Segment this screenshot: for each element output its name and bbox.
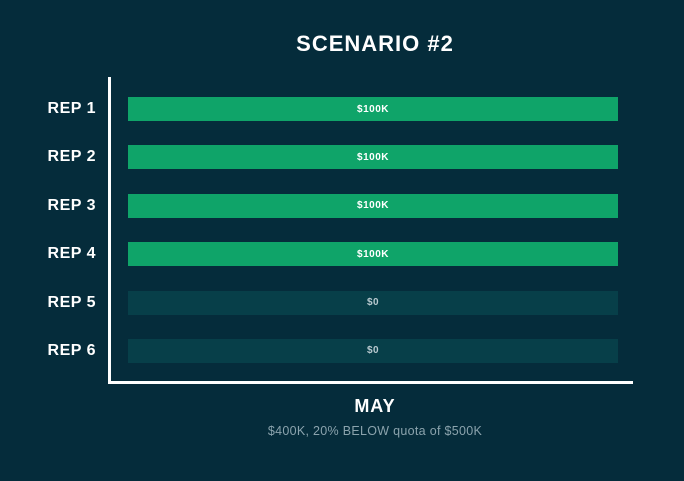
bar: $0: [128, 338, 618, 363]
x-axis-label-block: MAY $400K, 20% BELOW quota of $500K: [66, 396, 684, 438]
x-axis-line: [108, 381, 633, 384]
bar-value-label: $0: [366, 297, 380, 309]
chart-row: REP 6 $0: [0, 338, 618, 363]
chart-row: REP 4 $100K: [0, 242, 618, 267]
bar: $0: [128, 290, 618, 315]
chart-row: REP 3 $100K: [0, 193, 618, 218]
bar: $100K: [128, 97, 618, 121]
rep-label: REP 2: [47, 148, 96, 166]
bar-value-label: $100K: [357, 248, 389, 260]
rep-label: REP 5: [47, 293, 96, 311]
chart-row: REP 2 $100K: [0, 145, 618, 170]
bar-value-label: $0: [366, 345, 380, 357]
bar-rows: REP 1 $100K REP 2 $100K REP 3 $100K REP …: [0, 97, 618, 387]
bar-value-label: $100K: [357, 151, 389, 163]
rep-label: REP 4: [47, 245, 96, 263]
rep-label: REP 6: [47, 341, 96, 359]
bar: $100K: [128, 242, 618, 267]
x-axis-label: MAY: [354, 396, 396, 416]
bar: $100K: [128, 145, 618, 170]
rep-label: REP 3: [47, 196, 96, 214]
y-axis-line: [108, 77, 111, 384]
chart-row: REP 5 $0: [0, 290, 618, 315]
bar-value-label: $100K: [357, 200, 389, 212]
rep-label: REP 1: [47, 100, 96, 117]
chart-title: SCENARIO #2: [296, 31, 454, 56]
chart-footnote: $400K, 20% BELOW quota of $500K: [267, 424, 483, 438]
bar: $100K: [128, 193, 618, 218]
chart-row: REP 1 $100K: [0, 97, 618, 121]
bar-value-label: $100K: [357, 103, 389, 115]
